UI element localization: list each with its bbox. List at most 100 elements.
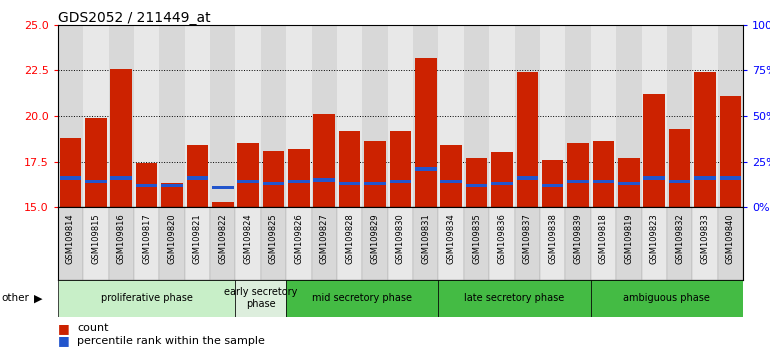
Text: mid secretory phase: mid secretory phase [313,293,412,303]
Bar [415,58,437,207]
Bar [339,182,360,185]
Bar [641,207,667,280]
Text: GSM109818: GSM109818 [599,213,608,264]
Bar [59,176,81,180]
Bar [720,96,742,207]
Bar [567,143,589,207]
Bar [313,114,335,207]
Text: GSM109831: GSM109831 [421,213,430,264]
Bar [438,25,464,207]
Bar [591,280,743,317]
Bar [161,184,182,187]
Bar [186,145,208,207]
Bar [514,25,540,207]
Bar [286,280,438,317]
Bar [237,143,259,207]
Bar [136,184,157,187]
Bar [669,129,691,207]
Bar [440,145,462,207]
Text: GSM109814: GSM109814 [66,213,75,263]
Text: GDS2052 / 211449_at: GDS2052 / 211449_at [58,11,210,25]
Text: ■: ■ [58,334,69,347]
Bar [388,25,413,207]
Text: count: count [77,323,109,333]
Text: GSM109840: GSM109840 [726,213,735,263]
Text: GSM109825: GSM109825 [269,213,278,263]
Bar [390,180,411,183]
Bar [593,142,614,207]
Bar [413,207,438,280]
Text: GSM109826: GSM109826 [294,213,303,264]
Text: GSM109835: GSM109835 [472,213,481,264]
Bar [618,182,640,185]
Bar [542,160,564,207]
Bar [438,207,464,280]
Bar [136,163,157,207]
Text: GSM109819: GSM109819 [624,213,634,263]
Bar [466,184,487,187]
Text: GSM109830: GSM109830 [396,213,405,264]
Bar [695,72,716,207]
Text: GSM109839: GSM109839 [574,213,583,264]
Bar [364,182,386,185]
Text: GSM109829: GSM109829 [370,213,380,263]
Text: proliferative phase: proliferative phase [101,293,192,303]
Bar [616,207,641,280]
Text: ■: ■ [58,322,69,335]
Bar [466,158,487,207]
Bar [540,25,565,207]
Bar [517,72,538,207]
Text: GSM109824: GSM109824 [243,213,253,263]
Bar [692,25,718,207]
Bar [542,184,564,187]
Bar [59,138,81,207]
Bar [440,180,462,183]
Text: GSM109822: GSM109822 [218,213,227,263]
Bar [591,207,616,280]
Text: ▶: ▶ [34,293,42,303]
Text: GSM109827: GSM109827 [320,213,329,264]
Bar [85,180,106,183]
Bar [263,182,284,185]
Bar [286,25,312,207]
Bar [286,207,312,280]
Text: ambiguous phase: ambiguous phase [624,293,711,303]
Bar [263,150,284,207]
Bar [464,25,489,207]
Bar [337,25,363,207]
Bar [109,25,134,207]
Text: GSM109836: GSM109836 [497,213,507,264]
Bar [261,207,286,280]
Bar [718,25,743,207]
Bar [212,202,233,207]
Bar [58,207,83,280]
Text: GSM109837: GSM109837 [523,213,532,264]
Bar [110,176,132,180]
Bar [161,183,182,207]
Bar [339,131,360,207]
Text: GSM109823: GSM109823 [650,213,658,264]
Bar [337,207,363,280]
Bar [85,118,106,207]
Bar [312,207,337,280]
Bar [667,25,692,207]
Bar [618,158,640,207]
Bar [83,207,109,280]
Bar [489,207,514,280]
Text: GSM109833: GSM109833 [701,213,709,264]
Bar [413,25,438,207]
Bar [565,207,591,280]
Text: GSM109820: GSM109820 [167,213,176,263]
Bar [288,180,310,183]
Bar [83,25,109,207]
Bar [210,207,236,280]
Bar [110,69,132,207]
Bar [718,207,743,280]
Bar [312,25,337,207]
Bar [185,25,210,207]
Text: late secretory phase: late secretory phase [464,293,564,303]
Bar [591,25,616,207]
Bar [236,207,261,280]
Bar [593,180,614,183]
Bar [185,207,210,280]
